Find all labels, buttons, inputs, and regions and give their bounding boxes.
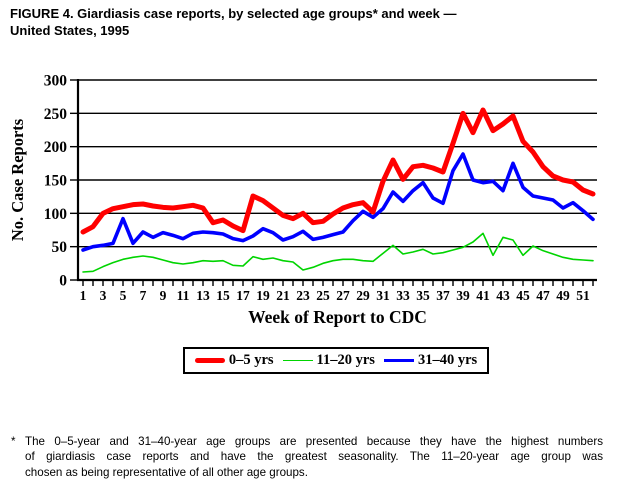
x-tick-label-1: 1	[80, 288, 87, 303]
figure-title: FIGURE 4. Giardiasis case reports, by se…	[10, 6, 457, 39]
legend-label-0-5-yrs: 0–5 yrs	[228, 352, 274, 368]
figure-title-line2: United States, 1995	[10, 22, 130, 38]
figure-footnote: * The 0–5-year and 31–40-year age groups…	[11, 434, 603, 480]
x-tick-label-49: 49	[556, 288, 570, 303]
legend-item-31-40-yrs: 31–40 yrs	[383, 352, 478, 369]
legend-swatch-green-line	[282, 359, 313, 362]
y-tick-label-150: 150	[44, 173, 68, 190]
y-tick-label-300: 300	[44, 73, 68, 90]
x-tick-label-13: 13	[196, 288, 210, 303]
legend-item-11-20-yrs: 11–20 yrs	[282, 352, 375, 369]
legend-label-11-20-yrs: 11–20 yrs	[316, 352, 375, 368]
x-tick-label-27: 27	[336, 288, 350, 303]
figure-title-line1: FIGURE 4. Giardiasis case reports, by se…	[10, 6, 457, 21]
y-tick-label-50: 50	[52, 239, 68, 256]
y-tick-label-200: 200	[44, 139, 68, 156]
chart-legend: 0–5 yrs 11–20 yrs 31–40 yrs	[183, 347, 489, 374]
x-tick-label-5: 5	[120, 288, 127, 303]
x-tick-label-29: 29	[356, 288, 370, 303]
footnote-asterisk: *	[11, 435, 16, 448]
x-tick-label-31: 31	[376, 288, 390, 303]
x-tick-label-19: 19	[256, 288, 270, 303]
legend-label-31-40-yrs: 31–40 yrs	[417, 352, 478, 368]
x-tick-label-15: 15	[216, 288, 230, 303]
y-tick-label-250: 250	[44, 106, 68, 123]
x-tick-label-3: 3	[100, 288, 107, 303]
legend-item-0-5-yrs: 0–5 yrs	[194, 352, 274, 369]
y-axis-title: No. Case Reports	[8, 118, 27, 241]
series-line-0-5-yrs	[80, 107, 596, 235]
x-tick-label-51: 51	[576, 288, 590, 303]
x-tick-label-35: 35	[416, 288, 430, 303]
x-tick-label-37: 37	[436, 288, 450, 303]
x-tick-label-21: 21	[276, 288, 290, 303]
footnote-line2: of giardiasis case reports and have the …	[25, 450, 603, 464]
y-tick-label-0: 0	[59, 273, 67, 290]
x-tick-label-25: 25	[316, 288, 330, 303]
x-tick-label-7: 7	[140, 288, 147, 303]
legend-swatch-red-line	[194, 358, 225, 363]
series-line-11-20-yrs	[82, 232, 594, 273]
y-tick-label-100: 100	[44, 206, 68, 223]
x-tick-label-47: 47	[536, 288, 550, 303]
x-tick-label-11: 11	[177, 288, 190, 303]
footnote-line1: The 0–5-year and 31–40-year age groups a…	[25, 435, 603, 448]
x-tick-label-45: 45	[516, 288, 530, 303]
x-tick-label-41: 41	[476, 288, 490, 303]
x-tick-label-17: 17	[236, 288, 250, 303]
series-line-31-40-yrs	[81, 152, 595, 252]
footnote-line3: chosen as being representative of all ot…	[25, 465, 308, 479]
x-tick-label-9: 9	[160, 288, 167, 303]
footnote-text: * The 0–5-year and 31–40-year age groups…	[11, 434, 603, 480]
x-tick-label-23: 23	[296, 288, 310, 303]
x-axis-title: Week of Report to CDC	[248, 307, 427, 327]
legend-swatch-blue-line	[383, 358, 414, 363]
x-tick-label-43: 43	[496, 288, 510, 303]
x-tick-label-39: 39	[456, 288, 470, 303]
x-tick-label-33: 33	[396, 288, 410, 303]
